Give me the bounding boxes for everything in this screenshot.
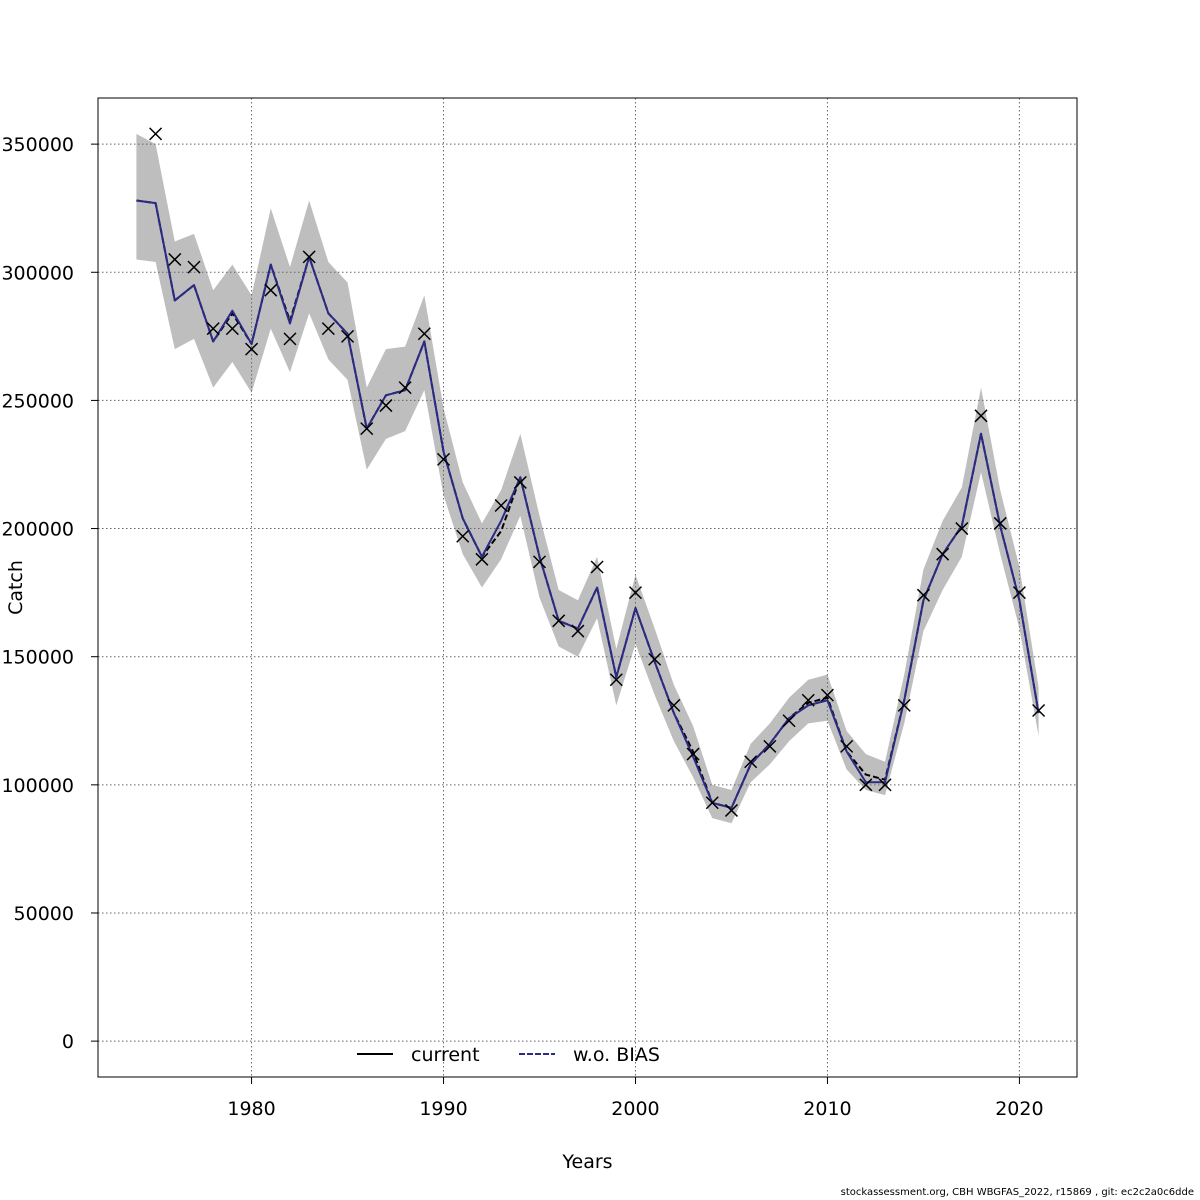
x-tick-label: 2000: [611, 1098, 659, 1120]
observation-point: [283, 332, 297, 346]
y-tick-label: 0: [62, 1031, 74, 1053]
observation-point: [341, 329, 355, 343]
observation-point: [494, 498, 508, 513]
observation-point: [1012, 586, 1026, 600]
observation-point: [705, 796, 719, 810]
observation-point: [820, 688, 834, 702]
observation-point: [360, 422, 374, 436]
observation-point: [475, 552, 489, 566]
series-line-wo-bias: [136, 199, 1040, 809]
x-tick-label: 1980: [227, 1098, 275, 1120]
legend-label: w.o. BIAS: [573, 1044, 660, 1066]
observation-point: [648, 652, 662, 666]
y-tick-label: 300000: [1, 262, 74, 284]
series-lines-layer: [136, 199, 1040, 809]
footer-credit: stockassessment.org, CBH WBGFAS_2022, r1…: [840, 1187, 1194, 1198]
grid-layer: [98, 98, 1077, 1077]
observation-point: [724, 803, 739, 817]
plot-frame: [97, 97, 1078, 1078]
y-tick-label: 250000: [1, 390, 74, 412]
observation-point: [628, 586, 643, 600]
legend-label: current: [411, 1044, 480, 1066]
observation-point: [1032, 703, 1046, 718]
x-tick-label: 2020: [995, 1098, 1043, 1120]
observation-point: [206, 322, 220, 336]
observation-point: [859, 778, 873, 792]
confidence-band: [136, 133, 1039, 824]
observation-point: [264, 283, 278, 297]
observation-point: [763, 739, 777, 753]
observation-point: [667, 698, 681, 712]
observation-point: [225, 322, 239, 336]
observation-point: [955, 522, 969, 536]
observation-point: [936, 547, 950, 561]
observation-point: [532, 555, 547, 569]
observation-point: [897, 698, 911, 712]
observation-point: [321, 322, 335, 336]
observation-point: [974, 409, 988, 423]
observation-point: [916, 588, 930, 602]
observation-point: [840, 739, 854, 753]
y-tick-label: 150000: [1, 647, 74, 669]
x-axis-label: Years: [561, 1151, 612, 1173]
observation-point: [456, 529, 470, 543]
y-tick-label: 200000: [1, 519, 74, 541]
observation-points-layer: [149, 127, 1046, 817]
axes-layer: 1980 1990 2000 2010 2020 0 50000 100000 150000 20…: [1, 134, 1043, 1120]
observation-point: [398, 381, 412, 395]
observation-point: [609, 673, 623, 687]
observation-point: [782, 714, 796, 728]
observation-point: [993, 516, 1007, 530]
observation-point: [801, 693, 815, 707]
observation-point: [878, 778, 892, 792]
observation-point: [379, 399, 393, 413]
y-axis-label: Catch: [5, 560, 27, 615]
observation-point: [245, 342, 259, 356]
observation-point: [686, 747, 700, 761]
y-tick-label: 50000: [14, 903, 74, 925]
observation-point: [513, 475, 527, 489]
observation-point: [149, 127, 163, 141]
observation-point: [417, 327, 431, 341]
y-tick-label: 100000: [1, 775, 74, 797]
observation-point: [168, 252, 182, 266]
observation-point: [302, 250, 316, 264]
observation-point: [590, 560, 604, 574]
observation-point: [187, 260, 201, 274]
observation-point: [436, 452, 451, 466]
x-tick-label: 2010: [803, 1098, 851, 1120]
observation-point: [552, 614, 566, 628]
observation-point: [744, 755, 758, 769]
y-tick-label: 350000: [1, 134, 74, 156]
confidence-band-layer: [136, 133, 1039, 824]
x-tick-label: 1990: [419, 1098, 467, 1120]
legend: current w.o. BIAS: [357, 1044, 660, 1066]
observation-point: [571, 624, 585, 638]
